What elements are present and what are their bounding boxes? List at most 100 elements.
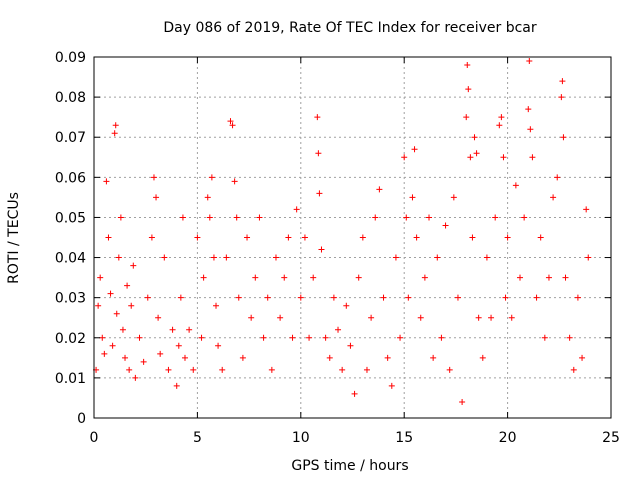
y-tick-label: 0.08 bbox=[55, 90, 86, 106]
data-point bbox=[229, 122, 236, 129]
data-point bbox=[115, 254, 122, 261]
data-point bbox=[112, 122, 119, 129]
data-point bbox=[213, 302, 220, 309]
data-point bbox=[109, 342, 116, 349]
data-point bbox=[339, 366, 346, 373]
data-point bbox=[132, 374, 139, 381]
axis-ticks bbox=[93, 56, 612, 419]
data-point bbox=[438, 334, 445, 341]
data-point bbox=[252, 274, 259, 281]
data-point bbox=[256, 214, 263, 221]
data-point bbox=[239, 354, 246, 361]
data-point bbox=[463, 114, 470, 121]
data-point bbox=[117, 214, 124, 221]
data-point bbox=[113, 310, 120, 317]
x-tick-label: 0 bbox=[90, 430, 99, 446]
data-point bbox=[442, 222, 449, 229]
data-point bbox=[215, 342, 222, 349]
x-tick-label: 20 bbox=[499, 430, 517, 446]
data-point bbox=[421, 274, 428, 281]
data-point bbox=[157, 350, 164, 357]
data-point bbox=[388, 382, 395, 389]
data-point bbox=[179, 214, 186, 221]
data-point bbox=[99, 334, 106, 341]
data-point bbox=[200, 274, 207, 281]
data-point bbox=[126, 366, 133, 373]
data-point bbox=[244, 234, 251, 241]
data-point bbox=[521, 214, 528, 221]
y-tick-label: 0.07 bbox=[55, 130, 86, 146]
data-point bbox=[233, 214, 240, 221]
data-point bbox=[558, 94, 565, 101]
data-point bbox=[335, 326, 342, 333]
data-point bbox=[464, 62, 471, 69]
data-point bbox=[153, 194, 160, 201]
data-point bbox=[570, 366, 577, 373]
data-point bbox=[101, 350, 108, 357]
data-point bbox=[475, 314, 482, 321]
data-point bbox=[469, 234, 476, 241]
data-point bbox=[231, 178, 238, 185]
data-point bbox=[403, 214, 410, 221]
data-point bbox=[175, 342, 182, 349]
grid-lines bbox=[94, 57, 611, 418]
y-axis-label: ROTI / TECUs bbox=[6, 192, 22, 284]
data-point bbox=[248, 314, 255, 321]
y-tick-label: 0.02 bbox=[55, 331, 86, 347]
data-point bbox=[136, 334, 143, 341]
data-point bbox=[186, 326, 193, 333]
data-point bbox=[526, 58, 533, 65]
plot-frame bbox=[93, 56, 612, 419]
data-point bbox=[122, 354, 129, 361]
y-tick-label: 0.06 bbox=[55, 170, 86, 186]
data-point bbox=[554, 174, 561, 181]
data-point bbox=[368, 314, 375, 321]
data-point bbox=[97, 274, 104, 281]
data-point bbox=[322, 334, 329, 341]
data-point bbox=[446, 366, 453, 373]
data-point bbox=[297, 294, 304, 301]
x-tick-label: 5 bbox=[193, 430, 202, 446]
data-point bbox=[376, 186, 383, 193]
data-point bbox=[512, 182, 519, 189]
data-point bbox=[562, 274, 569, 281]
x-axis-label: GPS time / hours bbox=[291, 458, 408, 474]
data-point bbox=[380, 294, 387, 301]
data-point bbox=[417, 314, 424, 321]
y-tick-label: 0.03 bbox=[55, 291, 86, 307]
data-point bbox=[363, 366, 370, 373]
data-point bbox=[268, 366, 275, 373]
data-point bbox=[405, 294, 412, 301]
data-point bbox=[107, 290, 114, 297]
data-point bbox=[409, 194, 416, 201]
data-point bbox=[194, 234, 201, 241]
data-point bbox=[103, 178, 110, 185]
data-point bbox=[206, 214, 213, 221]
data-point bbox=[434, 254, 441, 261]
data-point bbox=[95, 302, 102, 309]
data-point bbox=[372, 214, 379, 221]
data-point bbox=[359, 234, 366, 241]
data-point bbox=[397, 334, 404, 341]
data-point bbox=[355, 274, 362, 281]
x-tick-label: 15 bbox=[395, 430, 413, 446]
data-point bbox=[351, 390, 358, 397]
data-point bbox=[496, 122, 503, 129]
data-point bbox=[411, 146, 418, 153]
data-point bbox=[161, 254, 168, 261]
data-point bbox=[500, 154, 507, 161]
data-point bbox=[384, 354, 391, 361]
data-point bbox=[533, 294, 540, 301]
y-tick-label: 0.05 bbox=[55, 210, 86, 226]
y-tick-label: 0.09 bbox=[55, 50, 86, 66]
data-point bbox=[430, 354, 437, 361]
data-point bbox=[479, 354, 486, 361]
data-point bbox=[318, 246, 325, 253]
data-point bbox=[208, 174, 215, 181]
data-point bbox=[326, 354, 333, 361]
data-point bbox=[483, 254, 490, 261]
data-point bbox=[124, 282, 131, 289]
data-point bbox=[559, 78, 566, 85]
data-point bbox=[527, 126, 534, 133]
data-point bbox=[314, 114, 321, 121]
